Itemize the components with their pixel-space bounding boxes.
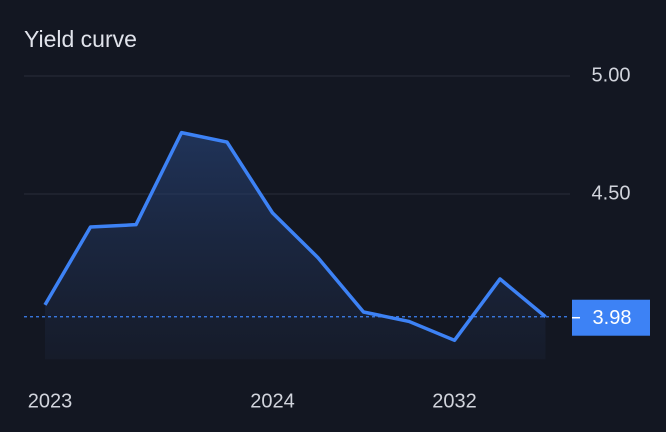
y-tick-label: 4.50 [592,182,631,204]
x-tick-label: 2023 [28,390,73,412]
line [43,130,547,343]
y-tick-label: 5.00 [592,64,631,86]
chart-title: Yield curve [24,26,137,52]
area [45,132,546,360]
x-tick-label: 2024 [250,390,295,412]
last-value-label: 3.98 [593,307,632,329]
x-tick-label: 2032 [432,390,477,412]
last-value-tag [572,299,650,336]
